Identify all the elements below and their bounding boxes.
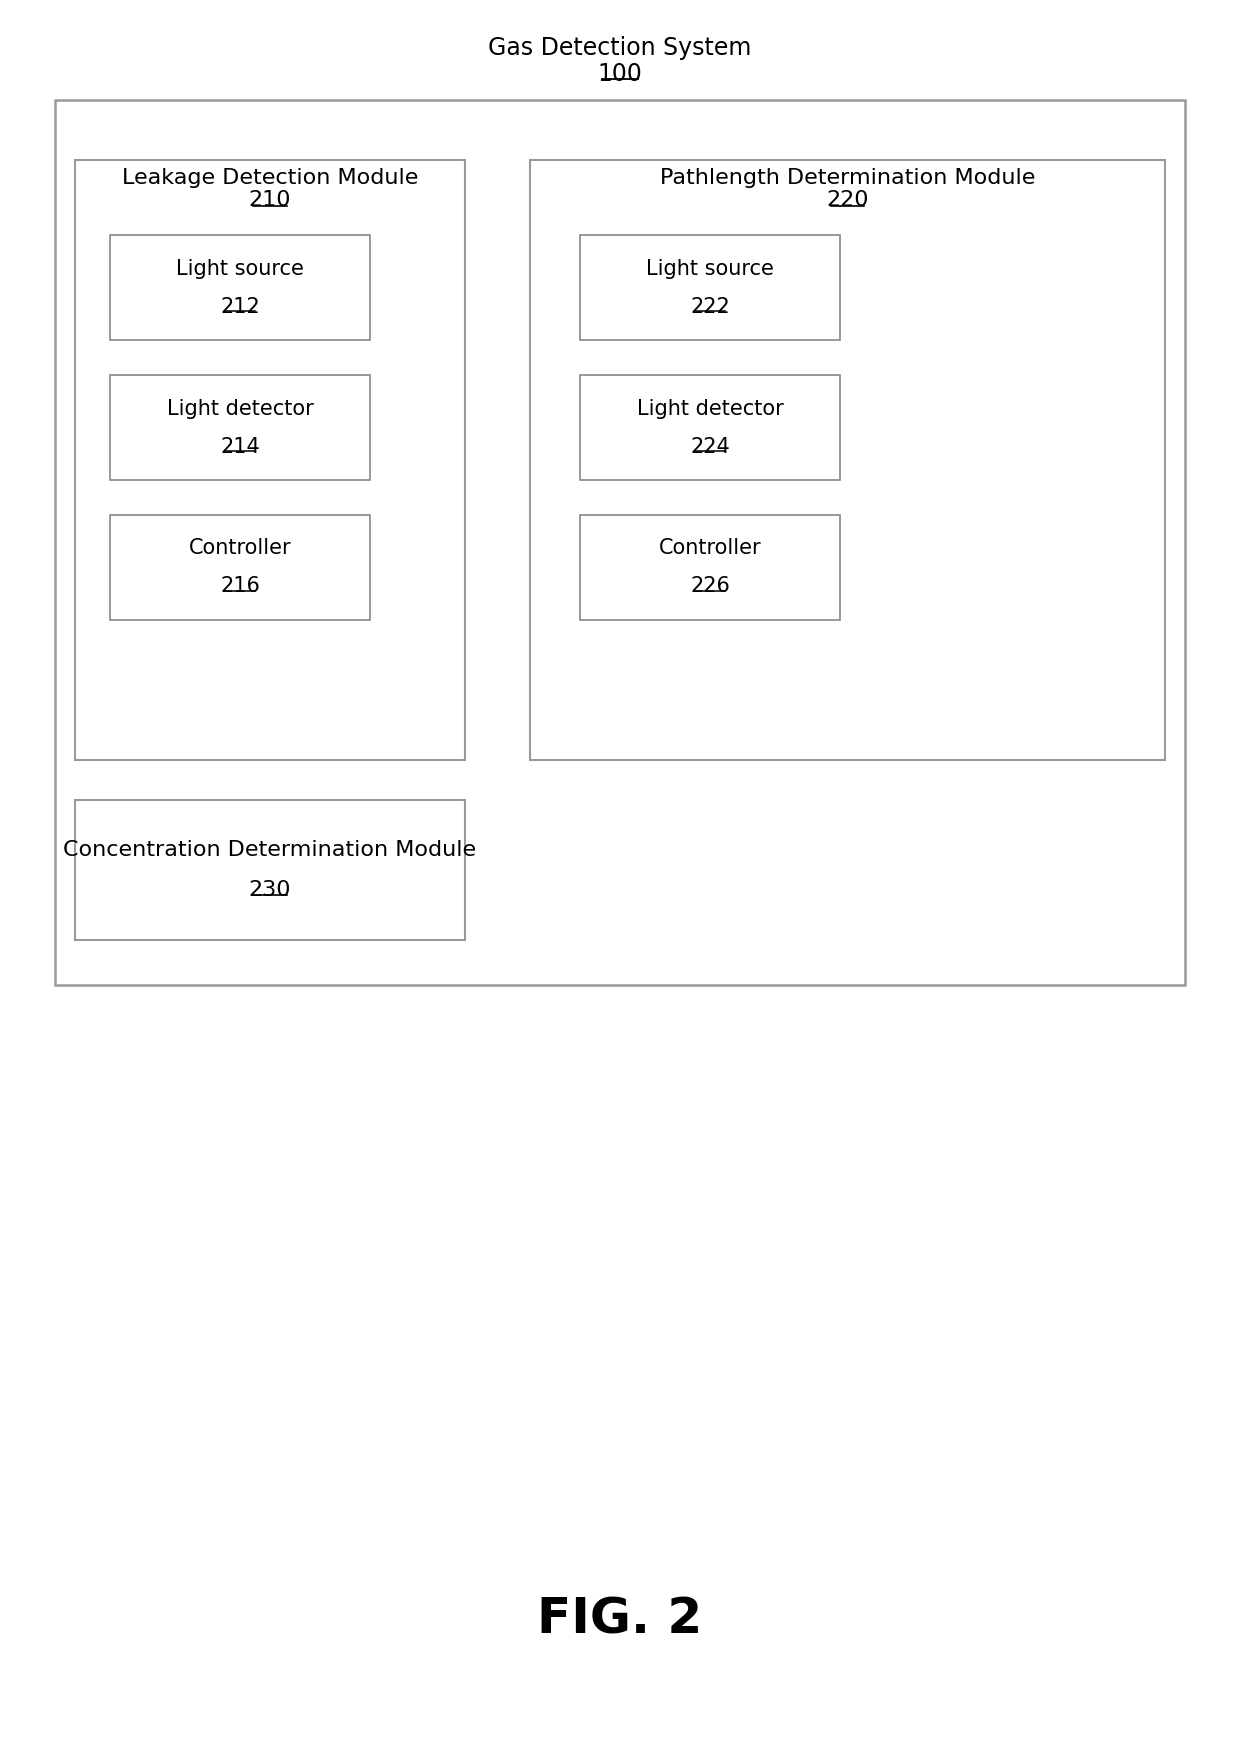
Bar xyxy=(74,800,465,939)
Text: Leakage Detection Module: Leakage Detection Module xyxy=(122,167,418,188)
Text: 230: 230 xyxy=(249,880,291,899)
Text: 216: 216 xyxy=(219,577,260,596)
Bar xyxy=(110,514,370,621)
Text: Pathlength Determination Module: Pathlength Determination Module xyxy=(660,167,1035,188)
Text: 224: 224 xyxy=(691,436,730,457)
Text: 212: 212 xyxy=(221,296,260,317)
Text: Light source: Light source xyxy=(176,258,304,279)
Bar xyxy=(529,160,1166,760)
Text: 222: 222 xyxy=(691,296,730,317)
Text: FIG. 2: FIG. 2 xyxy=(537,1597,703,1644)
Text: 214: 214 xyxy=(221,436,260,457)
Bar xyxy=(580,514,839,621)
Bar xyxy=(110,235,370,340)
Text: Concentration Determination Module: Concentration Determination Module xyxy=(63,840,476,859)
Bar xyxy=(55,99,1185,985)
Text: Controller: Controller xyxy=(188,539,291,558)
Text: Controller: Controller xyxy=(658,539,761,558)
Text: Gas Detection System: Gas Detection System xyxy=(489,37,751,59)
Text: 100: 100 xyxy=(598,63,642,85)
Bar xyxy=(580,235,839,340)
Text: Light source: Light source xyxy=(646,258,774,279)
Text: Light detector: Light detector xyxy=(166,399,314,418)
Text: Light detector: Light detector xyxy=(636,399,784,418)
Text: 220: 220 xyxy=(826,190,869,209)
Bar xyxy=(110,375,370,479)
Bar xyxy=(580,375,839,479)
Text: 226: 226 xyxy=(691,577,730,596)
Bar xyxy=(74,160,465,760)
Text: 210: 210 xyxy=(249,190,291,209)
